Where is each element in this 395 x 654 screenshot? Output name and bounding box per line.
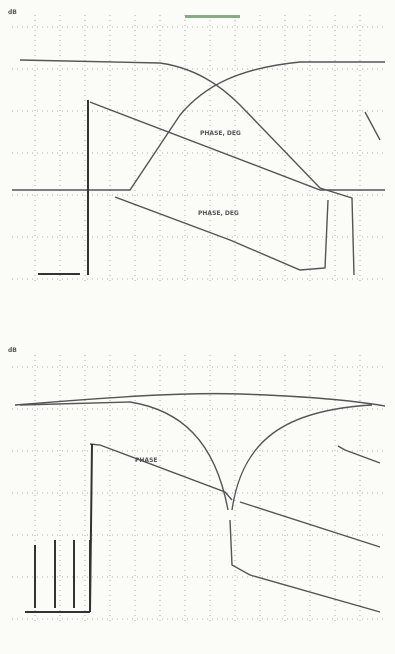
curve <box>364 111 381 141</box>
axis-unit: dB <box>8 347 17 354</box>
curve <box>231 404 373 511</box>
axis-unit: dB <box>8 9 17 16</box>
curve-label: PHASE, DEG <box>198 210 239 217</box>
curve <box>12 61 385 191</box>
curve-label: PHASE, DEG <box>200 130 241 137</box>
curve <box>114 196 329 271</box>
curve <box>89 101 385 191</box>
curve <box>89 443 381 548</box>
curve <box>14 392 386 407</box>
curve <box>19 59 355 276</box>
curve <box>229 519 381 613</box>
curve <box>38 100 89 275</box>
curve <box>337 445 381 464</box>
marker <box>185 15 240 18</box>
curve <box>19 401 229 511</box>
curve <box>25 443 93 613</box>
curve-label: PHASE <box>135 457 157 464</box>
grids <box>12 15 385 625</box>
